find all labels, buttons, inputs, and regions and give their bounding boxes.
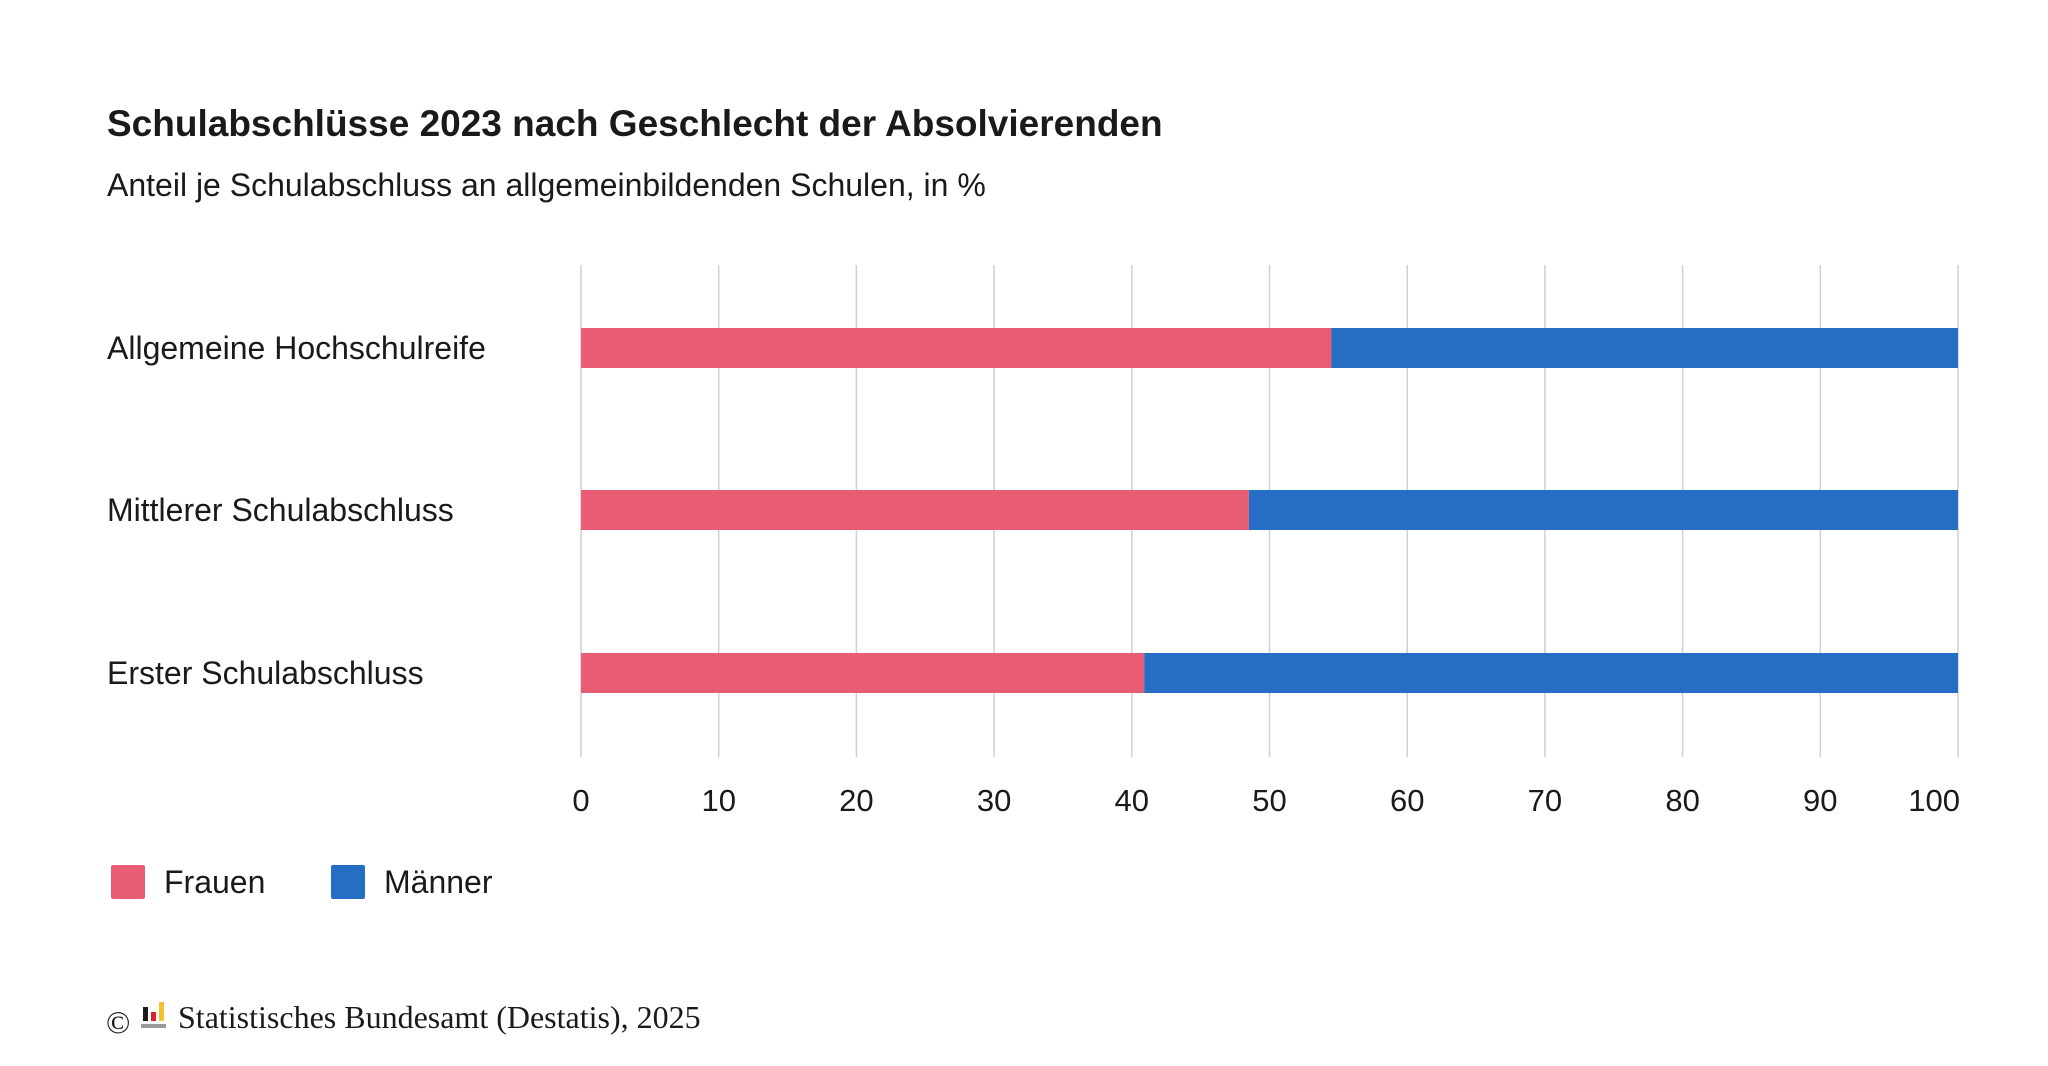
bar-erster-schulabschluss-frauen (581, 653, 1145, 693)
category-labels: Allgemeine Hochschulreife Mittlerer Schul… (107, 330, 486, 691)
legend-swatch-frauen (111, 865, 145, 899)
chart-title: Schulabschlüsse 2023 nach Geschlecht der… (107, 103, 1163, 144)
source-text: Statistisches Bundesamt (Destatis), 2025 (178, 999, 701, 1035)
bar-allgemeine-hochschulreife-maenner (1331, 328, 1958, 368)
tick-label-100: 100 (1908, 783, 1960, 818)
legend-item-frauen: Frauen (111, 864, 265, 900)
tick-label-70: 70 (1528, 783, 1562, 818)
tick-label-0: 0 (572, 783, 589, 818)
tick-label-20: 20 (839, 783, 873, 818)
destatis-logo-bar-red (151, 1012, 156, 1021)
tick-label-10: 10 (701, 783, 735, 818)
bar-erster-schulabschluss-maenner (1144, 653, 1958, 693)
destatis-logo-base (141, 1024, 166, 1028)
destatis-logo-bar-black (143, 1007, 148, 1021)
legend-swatch-maenner (331, 865, 365, 899)
category-label-erster-schulabschluss: Erster Schulabschluss (107, 655, 424, 691)
x-axis-tick-labels: 0 10 20 30 40 50 60 70 80 90 100 (572, 783, 1960, 818)
tick-label-50: 50 (1252, 783, 1286, 818)
tick-label-30: 30 (977, 783, 1011, 818)
category-label-mittlerer-schulabschluss: Mittlerer Schulabschluss (107, 492, 454, 528)
destatis-logo-icon (141, 1002, 166, 1028)
chart-subtitle: Anteil je Schulabschluss an allgemeinbil… (107, 167, 986, 203)
legend-item-maenner: Männer (331, 864, 493, 900)
tick-label-40: 40 (1115, 783, 1149, 818)
legend: Frauen Männer (111, 864, 493, 900)
destatis-logo-bar-gold (159, 1002, 164, 1021)
tick-label-90: 90 (1803, 783, 1837, 818)
tick-label-60: 60 (1390, 783, 1424, 818)
tick-label-80: 80 (1665, 783, 1699, 818)
legend-label-frauen: Frauen (164, 864, 265, 900)
bars (581, 328, 1958, 693)
category-label-allgemeine-hochschulreife: Allgemeine Hochschulreife (107, 330, 486, 366)
legend-label-maenner: Männer (384, 864, 493, 900)
bar-mittlerer-schulabschluss-frauen (581, 490, 1249, 530)
bar-allgemeine-hochschulreife-frauen (581, 328, 1332, 368)
bar-mittlerer-schulabschluss-maenner (1248, 490, 1958, 530)
source-line: © Statistisches Bundesamt (Destatis), 20… (106, 999, 701, 1040)
copyright-symbol: © (106, 1004, 130, 1040)
